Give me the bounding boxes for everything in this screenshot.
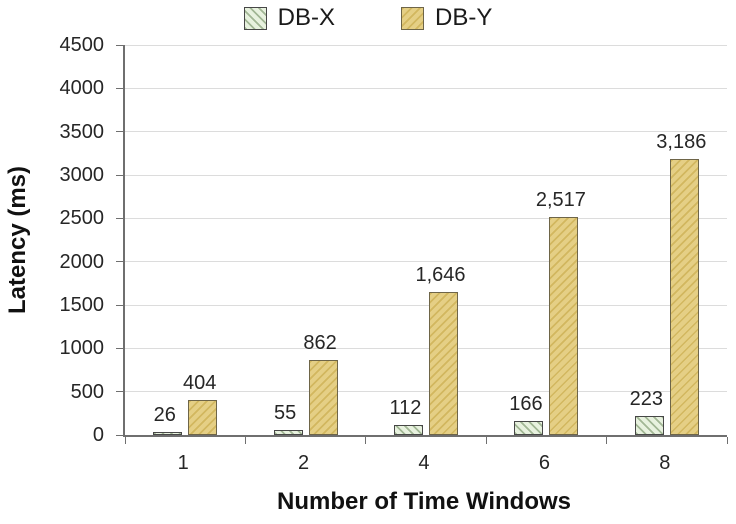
y-tick-label: 4000 (59, 77, 105, 100)
bar-db-x-2 (273, 430, 303, 435)
bar-value-label: 404 (183, 371, 217, 394)
gridline (125, 44, 727, 46)
legend-item-db-x: DB-X (243, 4, 335, 31)
y-axis-tick (116, 131, 123, 133)
y-tick-label: 2000 (59, 250, 105, 273)
y-axis-tick (116, 261, 123, 263)
x-axis-tick (244, 437, 246, 444)
y-axis-tick (116, 87, 123, 89)
legend-label: DB-X (277, 4, 335, 31)
legend-item-db-y: DB-Y (401, 6, 492, 30)
y-axis-title: Latency (ms) (4, 165, 31, 315)
legend: DB-X DB-Y (0, 6, 736, 30)
y-axis-tick (116, 434, 123, 436)
bar-value-label: 1,646 (415, 264, 466, 287)
x-axis-tick (606, 437, 608, 444)
y-axis-tick (116, 174, 123, 176)
bar-db-x-6 (514, 420, 544, 435)
x-axis-title: Number of Time Windows (276, 488, 572, 515)
y-tick-label: 0 (92, 424, 104, 446)
y-axis-tick (116, 217, 123, 219)
bar-value-label: 112 (389, 397, 422, 420)
bar-value-label: 55 (273, 402, 297, 425)
legend-label: DB-Y (435, 4, 493, 31)
x-category-label: 2 (298, 452, 310, 474)
x-axis-tick (485, 437, 487, 444)
bar-value-label: 862 (303, 332, 337, 355)
bar-db-y-6 (549, 216, 579, 435)
bar-db-x-8 (634, 415, 664, 435)
y-axis-tick (116, 391, 123, 393)
x-category-label: 1 (177, 452, 189, 474)
y-tick-label: 3500 (59, 120, 105, 143)
y-tick-label: 500 (70, 380, 104, 403)
x-category-label: 8 (659, 452, 671, 474)
x-category-label: 6 (538, 452, 550, 474)
y-tick-label: 1500 (59, 294, 105, 316)
gridline (125, 347, 727, 349)
bar-value-label: 166 (509, 392, 543, 415)
bar-value-label: 26 (153, 404, 176, 426)
x-axis-tick (726, 437, 728, 444)
bar-value-label: 3,186 (656, 130, 707, 153)
bar-db-y-1 (188, 400, 218, 435)
gridline (125, 304, 727, 306)
bar-value-label: 223 (629, 387, 663, 410)
bar-db-y-4 (429, 292, 458, 435)
bar-db-y-2 (308, 360, 338, 435)
bar-db-x-4 (394, 425, 423, 435)
y-axis-tick (116, 44, 123, 46)
y-tick-label: 1000 (59, 337, 105, 360)
gridline (125, 174, 727, 176)
legend-swatch-db-x-icon (243, 6, 267, 30)
gridline (125, 217, 727, 219)
gridline (125, 131, 727, 133)
bar-value-label: 2,517 (535, 188, 586, 211)
y-axis-tick (116, 304, 123, 306)
x-category-label: 4 (418, 452, 430, 474)
legend-swatch-db-y-icon (401, 6, 424, 30)
bar-db-x-1 (153, 432, 183, 435)
plot-area: 26 404 55 862 112 1,646 166 2,517 223 3,186 (116, 44, 728, 444)
x-axis-tick (124, 437, 126, 444)
gridline (125, 87, 727, 89)
bar-db-y-8 (669, 158, 699, 435)
y-tick-label: 2500 (59, 207, 105, 230)
gridline (125, 261, 727, 263)
gridline (125, 391, 727, 393)
y-tick-label: 4500 (59, 34, 105, 56)
x-axis-tick (365, 437, 367, 444)
y-tick-label: 3000 (59, 164, 105, 186)
y-axis-tick (116, 347, 123, 349)
